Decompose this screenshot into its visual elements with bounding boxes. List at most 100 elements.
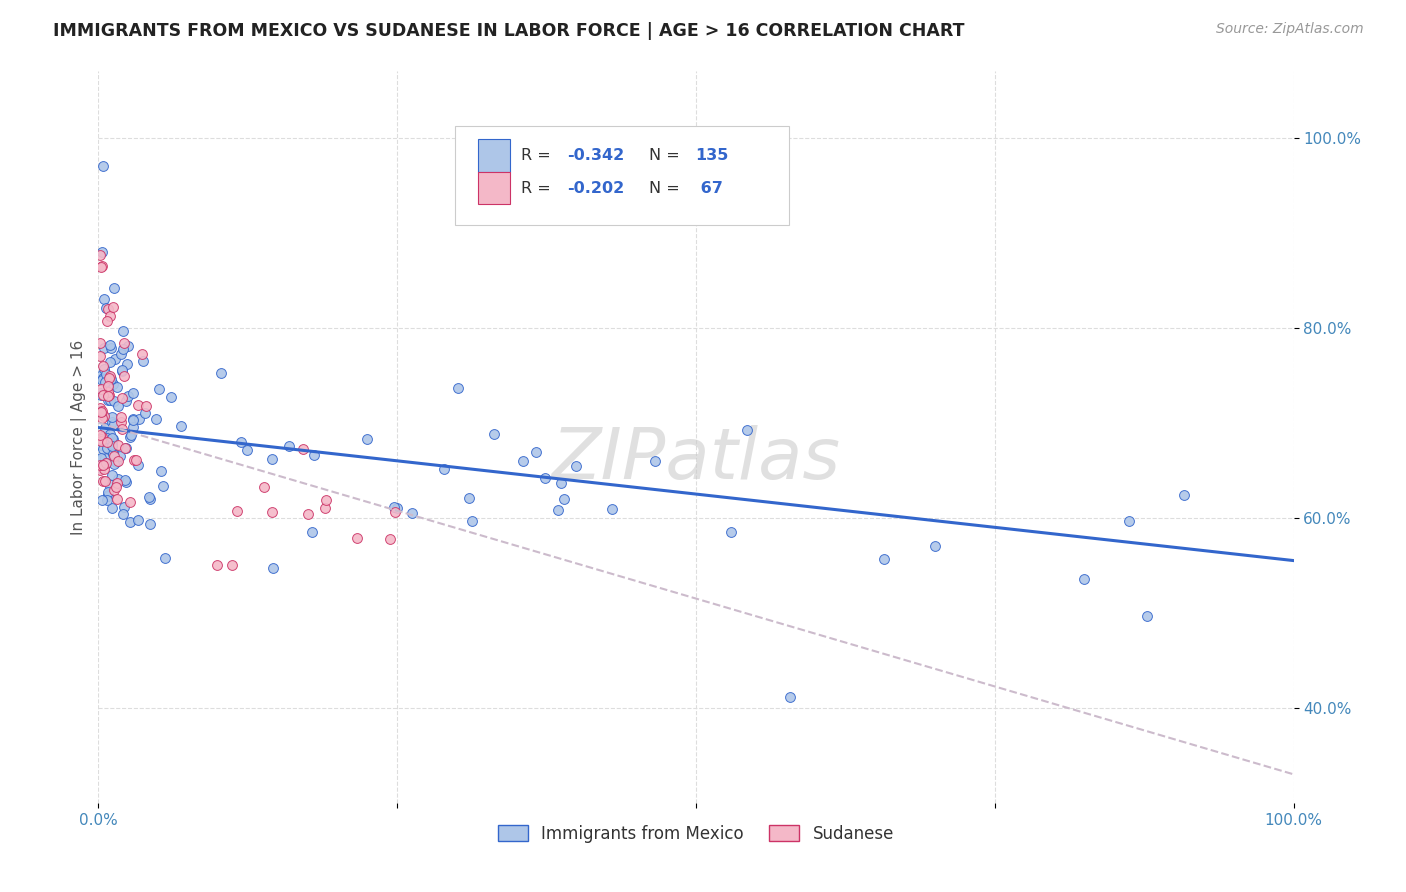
Point xyxy=(112,508,135,522)
Point xyxy=(152,478,174,492)
Point xyxy=(103,377,125,392)
Point xyxy=(127,458,149,473)
Point xyxy=(107,438,129,452)
Point xyxy=(90,492,112,507)
Point xyxy=(118,515,141,529)
Point xyxy=(231,435,253,450)
Point xyxy=(127,398,149,412)
Point xyxy=(97,301,120,316)
Point xyxy=(205,558,228,573)
Point xyxy=(120,495,142,509)
Point xyxy=(93,409,115,423)
Point xyxy=(159,390,181,404)
Point xyxy=(90,387,112,401)
Point xyxy=(114,441,136,455)
Point xyxy=(138,490,160,504)
Point xyxy=(433,462,456,476)
Point xyxy=(103,417,125,432)
Point xyxy=(100,434,122,449)
Point xyxy=(101,447,124,461)
Point xyxy=(534,471,557,485)
Point xyxy=(100,392,122,407)
Point xyxy=(94,376,117,390)
Point xyxy=(512,454,534,468)
Point xyxy=(260,505,283,519)
Point xyxy=(98,368,121,383)
Point xyxy=(93,432,115,446)
Point xyxy=(121,420,143,434)
Point xyxy=(101,501,124,516)
Point xyxy=(94,367,117,381)
Point xyxy=(122,412,145,426)
Point xyxy=(297,508,319,522)
Point xyxy=(89,428,111,442)
Point xyxy=(378,532,401,546)
Text: IMMIGRANTS FROM MEXICO VS SUDANESE IN LABOR FORCE | AGE > 16 CORRELATION CHART: IMMIGRANTS FROM MEXICO VS SUDANESE IN LA… xyxy=(53,22,965,40)
Point xyxy=(122,453,145,467)
Point xyxy=(90,434,112,448)
Point xyxy=(97,392,120,407)
Point xyxy=(236,443,259,458)
Point xyxy=(315,493,337,508)
Point xyxy=(565,459,588,474)
Point xyxy=(97,477,120,491)
Point xyxy=(98,426,121,441)
Point xyxy=(94,456,117,470)
Point xyxy=(98,338,121,352)
Point xyxy=(447,381,470,395)
Point xyxy=(1073,573,1095,587)
Point xyxy=(114,474,136,488)
Point xyxy=(135,400,157,414)
Point xyxy=(107,472,129,486)
Text: R =: R = xyxy=(522,181,557,196)
Point xyxy=(110,415,132,429)
Point xyxy=(111,364,134,378)
Point xyxy=(91,458,114,472)
Point xyxy=(93,474,115,488)
Point xyxy=(101,409,124,424)
Point xyxy=(139,517,162,532)
Point xyxy=(93,361,115,376)
Point xyxy=(91,371,114,385)
Point xyxy=(89,432,111,446)
Point xyxy=(145,412,167,426)
Point xyxy=(93,341,115,355)
Point xyxy=(457,491,479,505)
Point xyxy=(209,366,232,380)
Point xyxy=(96,431,118,445)
Point xyxy=(93,462,115,476)
Point xyxy=(103,393,125,408)
Point xyxy=(120,430,142,444)
Point xyxy=(96,492,118,507)
FancyBboxPatch shape xyxy=(454,126,789,225)
Text: Source: ZipAtlas.com: Source: ZipAtlas.com xyxy=(1216,22,1364,37)
Point xyxy=(105,380,128,394)
Point xyxy=(524,445,547,459)
Point xyxy=(221,558,243,573)
Point xyxy=(115,475,138,490)
Point xyxy=(90,260,112,275)
Point xyxy=(121,386,143,401)
Point xyxy=(91,407,114,421)
Point xyxy=(89,349,111,363)
Point xyxy=(127,512,149,526)
Point xyxy=(96,314,118,328)
Point xyxy=(111,324,134,338)
Point xyxy=(96,434,118,449)
Point xyxy=(96,301,118,315)
Point xyxy=(384,505,406,519)
Point xyxy=(91,359,114,373)
Point xyxy=(735,423,758,437)
Point xyxy=(482,427,505,442)
Point xyxy=(149,464,172,478)
Point xyxy=(100,342,122,356)
Point xyxy=(110,410,132,425)
Point xyxy=(98,309,121,323)
Point xyxy=(101,437,124,451)
Point xyxy=(148,382,170,396)
Point xyxy=(89,458,111,472)
Point xyxy=(97,379,120,393)
Point xyxy=(89,463,111,477)
Point xyxy=(93,442,115,456)
Point xyxy=(100,432,122,446)
